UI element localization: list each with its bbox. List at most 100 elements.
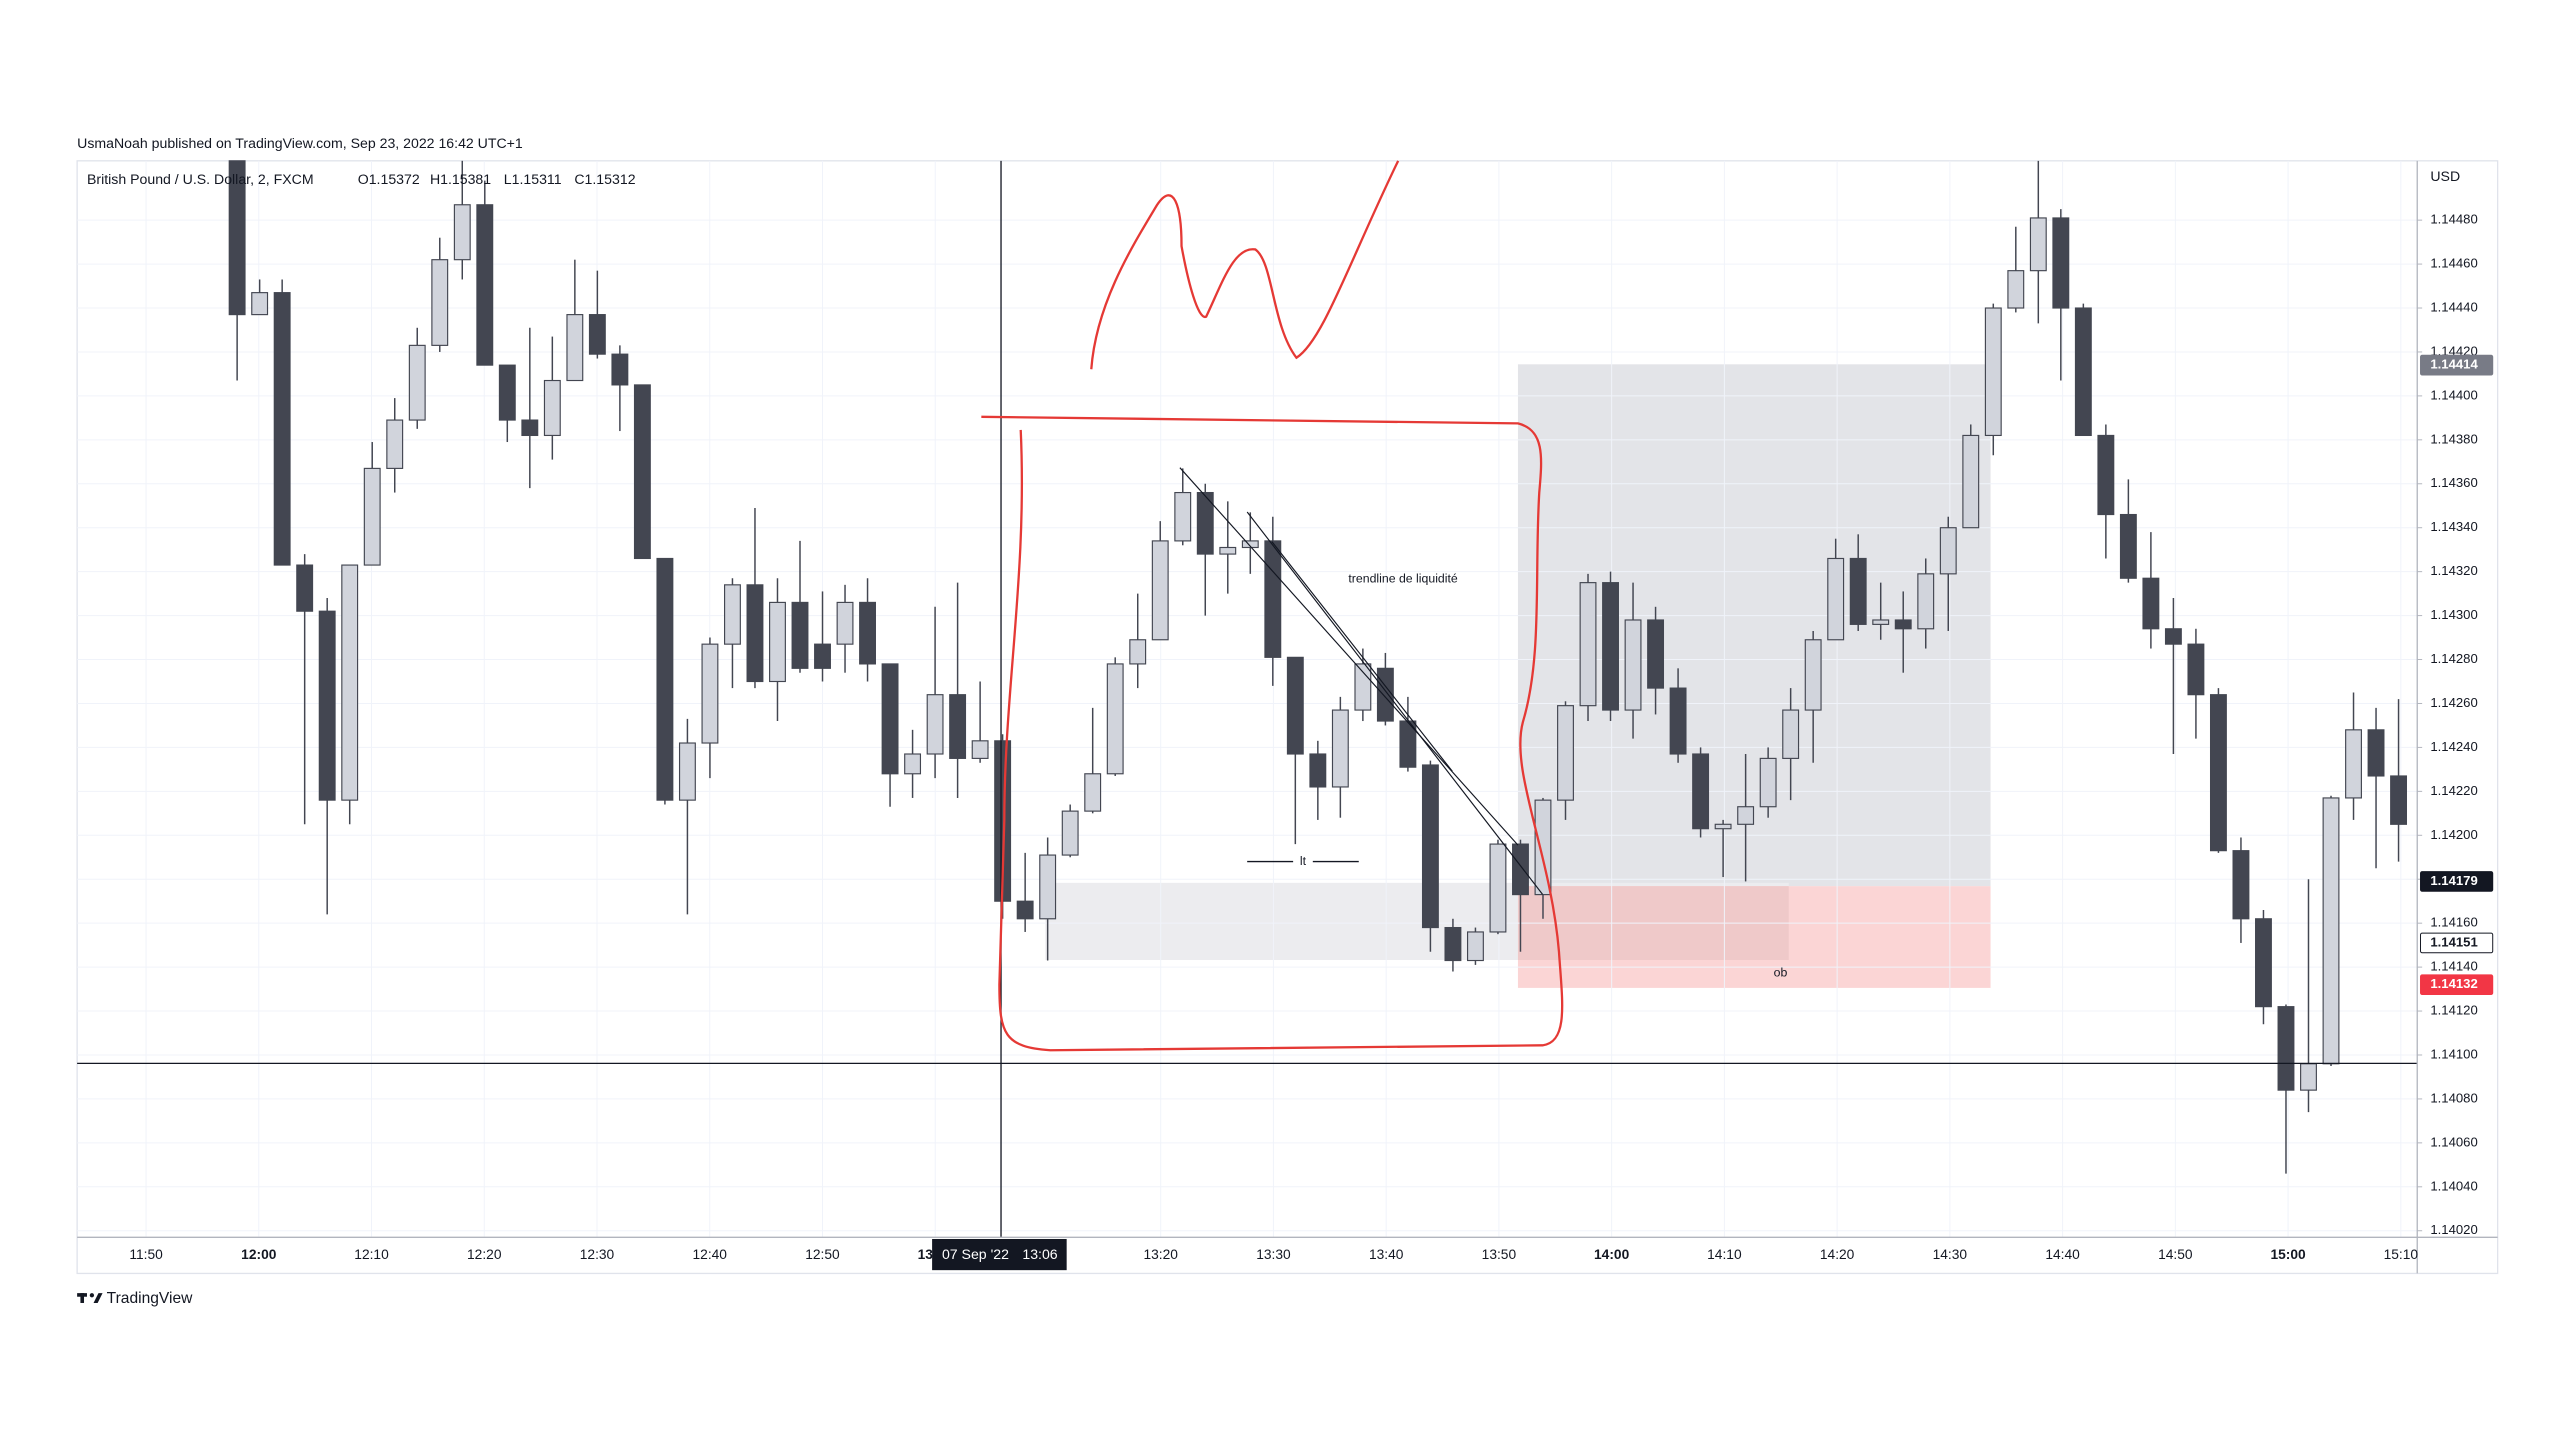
freehand-box [981, 415, 1564, 1052]
y-tick-label: 1.14100 [2430, 1046, 2477, 1061]
trendline [1271, 541, 1453, 772]
y-tick-label: 1.14200 [2430, 827, 2477, 842]
candle-body [1602, 582, 1619, 711]
grid [77, 160, 2418, 1238]
y-tick-label: 1.14480 [2430, 212, 2477, 227]
candle-body [678, 742, 696, 801]
candle-body [1376, 667, 1394, 722]
publish-header: UsmaNoah published on TradingView.com, S… [77, 135, 523, 151]
ohlc-legend: L1.15311 [504, 171, 562, 187]
y-tick-label: 1.14340 [2430, 519, 2477, 534]
candle-body [859, 601, 876, 665]
candle-body [1849, 557, 1867, 625]
candle-body [814, 643, 831, 669]
candle-body [566, 314, 584, 382]
candle-body [1039, 854, 1057, 920]
ohlc-legend: C1.15312 [574, 171, 635, 187]
x-tick-label: 12:10 [354, 1247, 389, 1262]
currency-label: USD [2430, 168, 2460, 184]
candle-body [2345, 729, 2362, 799]
y-tick-label: 1.14020 [2430, 1222, 2477, 1237]
price-label-box [2420, 932, 2494, 954]
annotation: trendline de liquidité [1348, 572, 1458, 586]
candle-body [1827, 557, 1845, 641]
candle-body [588, 314, 606, 355]
candle-body [2097, 434, 2115, 516]
x-tick-label: 12:20 [467, 1247, 502, 1262]
candle-body [1219, 546, 1237, 555]
y-tick-label: 1.14440 [2430, 299, 2477, 314]
y-tick-label: 1.14080 [2430, 1090, 2477, 1105]
candle-body [881, 663, 899, 775]
candle-body [1714, 823, 1732, 830]
zone-box [1517, 364, 1991, 887]
candle-body [1669, 687, 1687, 755]
y-tick-label: 1.14360 [2430, 475, 2477, 490]
logo-part [89, 1293, 95, 1298]
candle-body [2187, 643, 2205, 696]
candle-body [1309, 753, 1327, 788]
candle-body [453, 204, 471, 261]
candle-body [1286, 656, 1304, 755]
drawings-background [1045, 364, 1991, 988]
y-tick-label: 1.14320 [2430, 563, 2477, 578]
candle-body [1174, 491, 1192, 542]
x-tick-label: 13:50 [1482, 1247, 1517, 1262]
candle-body [1759, 757, 1777, 808]
x-tick-label: 11:50 [129, 1247, 163, 1262]
y-tick-label: 1.14380 [2430, 431, 2477, 446]
candle-body [2029, 217, 2047, 272]
candle-body [251, 292, 269, 316]
crosshair-date: 07 Sep '22 [942, 1246, 1009, 1262]
candle-body [1962, 434, 1980, 529]
candle-body [1579, 582, 1597, 707]
x-tick-label: 14:50 [2158, 1247, 2193, 1262]
candle-body [498, 364, 516, 421]
y-tick-label: 1.14420 [2430, 343, 2477, 358]
candle-body [746, 584, 764, 683]
price-label-box [2420, 871, 2494, 892]
candle-body [2322, 797, 2340, 1065]
x-tick-label: 15:10 [2384, 1247, 2419, 1262]
candle-body [1647, 619, 1665, 689]
candle-body [1872, 619, 1890, 625]
candle-body [2052, 217, 2070, 309]
candle-body [1466, 931, 1484, 962]
candle-body [476, 204, 494, 366]
logo-part [93, 1293, 103, 1303]
y-tick-label: 1.14300 [2430, 607, 2477, 622]
tradingview-logo [77, 1293, 103, 1303]
candle-body [2232, 850, 2250, 920]
candle-body [611, 353, 629, 386]
chart-frame [76, 160, 2499, 1275]
candle-body [1061, 810, 1079, 856]
candle-body [363, 467, 381, 566]
symbol-legend: British Pound / U.S. Dollar, 2, FXCM [87, 171, 314, 187]
candle-body [543, 379, 561, 437]
candle-body [926, 694, 944, 755]
y-tick-label: 1.14040 [2430, 1178, 2477, 1193]
candle-body [1894, 619, 1912, 630]
footer-brand: TradingView [107, 1290, 193, 1307]
y-tick-label: 1.14260 [2430, 695, 2477, 710]
annotation: lt [1300, 854, 1307, 868]
candle-body [2119, 513, 2137, 579]
candle-body [2300, 1063, 2317, 1091]
price-label-box [2420, 974, 2494, 996]
price-label: 1.14151 [2430, 934, 2477, 949]
trendline [1179, 467, 1519, 846]
candle-body [1782, 709, 1800, 759]
x-tick-label: 12:30 [580, 1247, 615, 1262]
y-tick-label: 1.14460 [2430, 256, 2477, 271]
candle-body [971, 740, 989, 759]
x-tick-label: 15:00 [2270, 1247, 2306, 1262]
candle-body [318, 610, 336, 801]
candle-body [1534, 799, 1552, 896]
y-tick-label: 1.14120 [2430, 1003, 2477, 1018]
candle-body [1084, 773, 1102, 812]
candle-body [633, 384, 651, 560]
x-tick-label: 14:20 [1820, 1247, 1855, 1262]
candle-body [431, 259, 449, 346]
candle-body [1489, 843, 1507, 933]
